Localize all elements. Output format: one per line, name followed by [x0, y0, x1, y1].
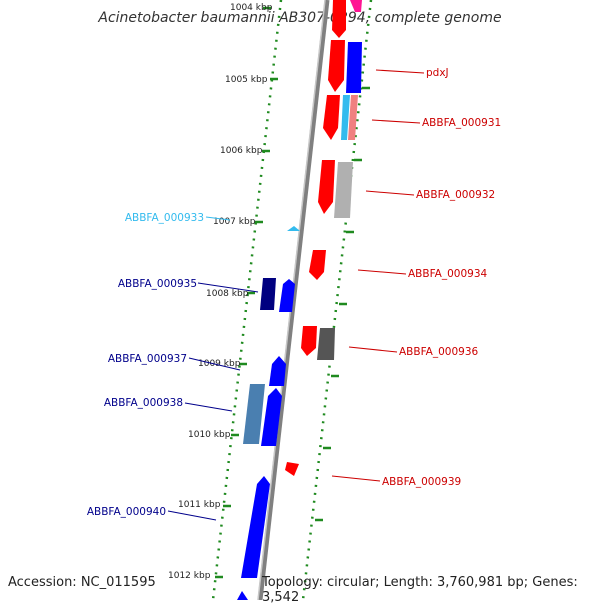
label-ABBFA-000939[interactable]: ABBFA_000939	[382, 476, 461, 488]
tick-label-1012: 1012 kbp	[168, 571, 211, 581]
gene-labels: pdxJ ABBFA_000931 ABBFA_000932 ABBFA_000…	[87, 67, 501, 518]
topology-text: Topology: circular; Length: 3,760,981 bp…	[262, 575, 578, 605]
tick-label-1010: 1010 kbp	[188, 430, 231, 440]
map-title: Acinetobacter baumannii AB307-0294, comp…	[98, 10, 502, 26]
label-ABBFA-000940[interactable]: ABBFA_000940	[87, 506, 166, 518]
gene-arrow-red[interactable]	[301, 326, 317, 356]
gene-arrow-ABBFA-000940[interactable]	[241, 476, 270, 578]
gene-arrow-pdxJ[interactable]	[346, 42, 362, 93]
tick-label-1005: 1005 kbp	[225, 75, 268, 85]
label-ABBFA-000931[interactable]: ABBFA_000931	[422, 117, 501, 129]
tick-label-1008: 1008 kbp	[206, 289, 249, 299]
gene-arrow-ABBFA-000933[interactable]	[287, 226, 300, 231]
gene-arrow-ABBFA-000936[interactable]	[317, 328, 335, 360]
gene-arrow-ABBFA-000937[interactable]	[269, 356, 286, 386]
tick-label-1011: 1011 kbp	[178, 500, 221, 510]
label-ABBFA-000938[interactable]: ABBFA_000938	[104, 397, 183, 409]
scale-ticks	[215, 6, 370, 579]
accession-text: Accession: NC_011595	[8, 575, 156, 590]
gene-arrow-ABBFA-000934[interactable]	[309, 250, 326, 280]
label-ABBFA-000934[interactable]: ABBFA_000934	[408, 268, 488, 280]
label-ABBFA-000932[interactable]: ABBFA_000932	[416, 189, 495, 201]
tick-label-1009: 1009 kbp	[198, 359, 241, 369]
gene-arrow-ABBFA-000935-blue[interactable]	[279, 279, 295, 312]
label-ABBFA-000935[interactable]: ABBFA_000935	[118, 278, 197, 290]
label-ABBFA-000937[interactable]: ABBFA_000937	[108, 353, 187, 365]
label-ABBFA-000933[interactable]: ABBFA_000933	[125, 212, 204, 224]
gene-arrow-top-red[interactable]	[332, 0, 346, 38]
gene-arrow-ABBFA-000939[interactable]	[285, 462, 299, 476]
label-pdxJ[interactable]: pdxJ	[426, 67, 449, 79]
gene-arrow-ABBFA-000938[interactable]	[243, 384, 265, 444]
scale-tick-labels: 1004 kbp 1005 kbp 1006 kbp 1007 kbp 1008…	[168, 3, 273, 581]
gene-arrow-bottom-blue[interactable]	[237, 591, 248, 600]
gene-arrow-ABBFA-000931-salmon[interactable]	[348, 95, 358, 140]
gene-arrow-ABBFA-000931[interactable]	[341, 95, 350, 140]
gene-arrow-ABBFA-000935[interactable]	[260, 278, 276, 310]
tick-label-1004: 1004 kbp	[230, 3, 273, 13]
gene-arrow-red[interactable]	[328, 40, 345, 92]
tick-label-1006: 1006 kbp	[220, 146, 263, 156]
tick-label-1007: 1007 kbp	[213, 217, 256, 227]
label-leaders	[167, 69, 425, 521]
gene-arrow-ABBFA-000932[interactable]	[334, 162, 353, 218]
gene-arrow-top-pink[interactable]	[350, 0, 362, 12]
gene-arrow-ABBFA-000938-blue[interactable]	[261, 388, 282, 446]
gene-arrow-ABBFA-000932-red[interactable]	[318, 160, 335, 214]
label-ABBFA-000936[interactable]: ABBFA_000936	[399, 346, 479, 358]
genome-backbone	[257, 0, 330, 600]
gene-arrow-red[interactable]	[323, 95, 340, 140]
